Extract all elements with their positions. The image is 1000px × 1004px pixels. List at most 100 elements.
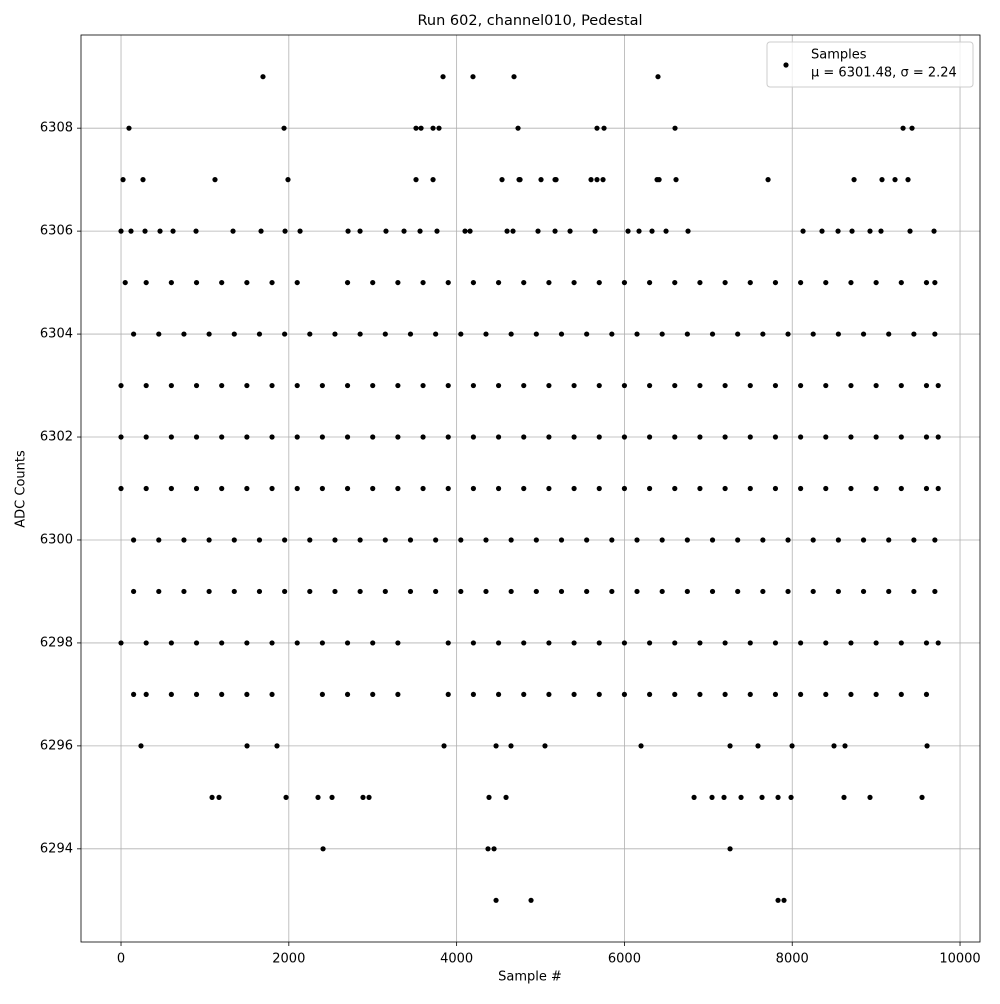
point <box>931 228 937 234</box>
point <box>495 434 502 440</box>
point <box>672 434 678 440</box>
point <box>458 588 464 595</box>
legend-label: Samples <box>811 48 867 63</box>
point <box>636 228 642 234</box>
point <box>898 640 904 646</box>
point <box>445 434 451 440</box>
point <box>307 537 313 543</box>
point <box>823 640 829 646</box>
point <box>609 331 615 337</box>
point <box>879 177 885 183</box>
x-tick-label: 0 <box>117 952 125 967</box>
point <box>722 279 728 286</box>
point <box>798 640 804 646</box>
point <box>760 331 766 337</box>
point <box>370 640 376 646</box>
point <box>269 640 275 646</box>
point <box>722 434 728 440</box>
point <box>143 279 149 286</box>
point <box>823 382 829 389</box>
point <box>905 177 911 183</box>
point <box>181 588 187 595</box>
point <box>366 794 372 800</box>
point <box>193 691 200 698</box>
point <box>138 743 144 749</box>
point <box>646 485 653 492</box>
point <box>282 588 288 595</box>
point <box>747 691 753 698</box>
point <box>835 331 841 337</box>
point <box>552 228 558 234</box>
point <box>898 382 904 389</box>
point <box>244 485 250 492</box>
point <box>709 331 716 337</box>
point <box>168 434 174 440</box>
point <box>781 897 787 903</box>
point <box>831 743 837 749</box>
point <box>735 537 741 543</box>
point <box>357 331 363 337</box>
point <box>810 588 816 595</box>
point <box>659 331 665 337</box>
point <box>256 588 263 595</box>
point <box>315 794 321 800</box>
point <box>118 228 124 234</box>
point <box>120 177 126 183</box>
point <box>594 177 600 183</box>
point <box>765 177 771 183</box>
point <box>923 382 930 389</box>
point <box>898 434 904 440</box>
point <box>329 794 335 800</box>
point <box>898 485 904 492</box>
point <box>721 794 727 800</box>
point <box>495 382 502 389</box>
point <box>206 331 212 337</box>
point <box>467 228 473 234</box>
point <box>835 588 841 595</box>
point <box>798 279 804 286</box>
point <box>867 794 873 800</box>
point <box>697 279 703 286</box>
point <box>382 537 388 543</box>
point <box>542 743 548 749</box>
point <box>775 794 781 800</box>
point <box>320 846 326 852</box>
point <box>860 331 867 337</box>
point <box>417 228 423 234</box>
point <box>923 640 930 646</box>
point <box>168 279 174 286</box>
point <box>508 537 514 543</box>
point <box>646 691 653 698</box>
point <box>646 434 653 440</box>
point <box>395 485 401 492</box>
point <box>521 691 527 698</box>
y-tick-label: 6302 <box>40 430 73 445</box>
point <box>709 588 716 595</box>
point <box>747 279 753 286</box>
point <box>823 434 829 440</box>
point <box>470 279 477 286</box>
point <box>755 743 761 749</box>
y-axis-label: ADC Counts <box>14 450 29 528</box>
point <box>848 434 854 440</box>
point <box>294 279 300 286</box>
point <box>413 125 419 131</box>
point <box>663 228 669 234</box>
point <box>269 434 275 440</box>
point <box>493 743 499 749</box>
point <box>332 537 338 543</box>
point <box>294 485 300 492</box>
point <box>873 640 879 646</box>
point <box>470 382 477 389</box>
point <box>558 331 565 337</box>
point <box>571 691 577 698</box>
point <box>727 743 733 749</box>
point <box>848 279 854 286</box>
point <box>923 485 930 492</box>
point <box>216 794 222 800</box>
point <box>835 228 841 234</box>
point <box>646 640 653 646</box>
point <box>470 640 477 646</box>
point <box>600 177 606 183</box>
point <box>258 228 264 234</box>
